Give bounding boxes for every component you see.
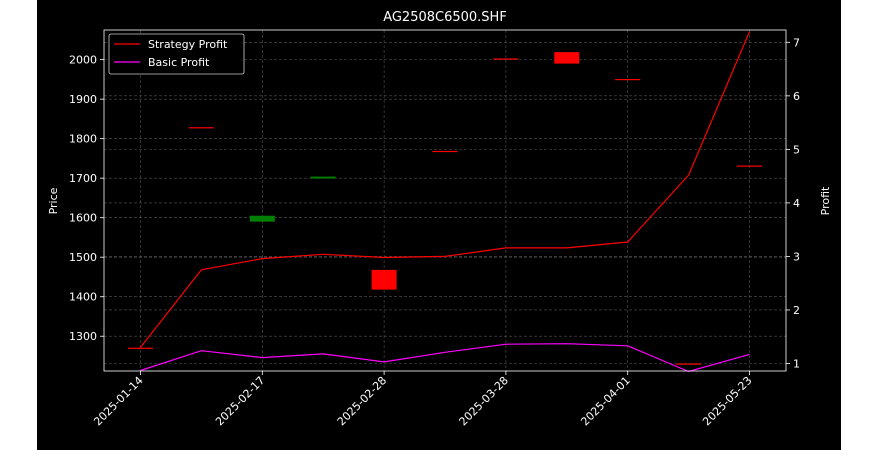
- candle-body: [615, 78, 641, 81]
- candle-body: [432, 150, 458, 153]
- profit-tick-label: 1: [793, 358, 800, 371]
- candle-body: [736, 165, 762, 167]
- legend-strategy-label: Strategy Profit: [148, 38, 228, 51]
- candle-body: [310, 176, 336, 179]
- candle-body: [128, 347, 154, 349]
- price-axis-label: Price: [47, 187, 60, 214]
- candle-body: [493, 58, 519, 60]
- profit-tick-label: 3: [793, 250, 800, 263]
- legend-basic-label: Basic Profit: [148, 56, 210, 69]
- candle-body: [249, 215, 275, 222]
- price-tick-label: 1500: [69, 251, 97, 264]
- profit-tick-label: 6: [793, 90, 800, 103]
- candle-body: [188, 127, 214, 129]
- legend-box: [108, 33, 245, 75]
- axes-frame: [103, 29, 787, 372]
- profit-axis: 1 2 3 4 5 6 7: [786, 36, 800, 371]
- candle-body: [554, 52, 580, 64]
- price-tick-label: 1300: [69, 330, 97, 343]
- candle-body: [676, 363, 702, 365]
- price-tick-label: 1800: [69, 133, 97, 146]
- legend: Strategy Profit Basic Profit: [108, 33, 245, 75]
- profit-tick-label: 4: [793, 197, 800, 210]
- profit-tick-label: 7: [793, 36, 800, 49]
- candle-body: [371, 269, 397, 290]
- series-line: [140, 31, 751, 348]
- axes-background: [104, 30, 786, 371]
- price-tick-label: 1900: [69, 93, 97, 106]
- profit-tick-label: 2: [793, 304, 800, 317]
- profit-tick-label: 5: [793, 143, 800, 156]
- price-tick-label: 1400: [69, 291, 97, 304]
- candles: [128, 52, 762, 365]
- chart-title: AG2508C6500.SHF: [383, 10, 507, 25]
- profit-lines: [140, 31, 751, 373]
- price-tick-label: 1600: [69, 212, 97, 225]
- series-line: [140, 343, 750, 373]
- price-tick-label: 1700: [69, 172, 97, 185]
- price-tick-label: 2000: [69, 54, 97, 67]
- profit-axis-label: Profit: [819, 186, 832, 215]
- price-axis: 1300 1400 1500 1600 1700 1800 1900 2000: [69, 54, 104, 343]
